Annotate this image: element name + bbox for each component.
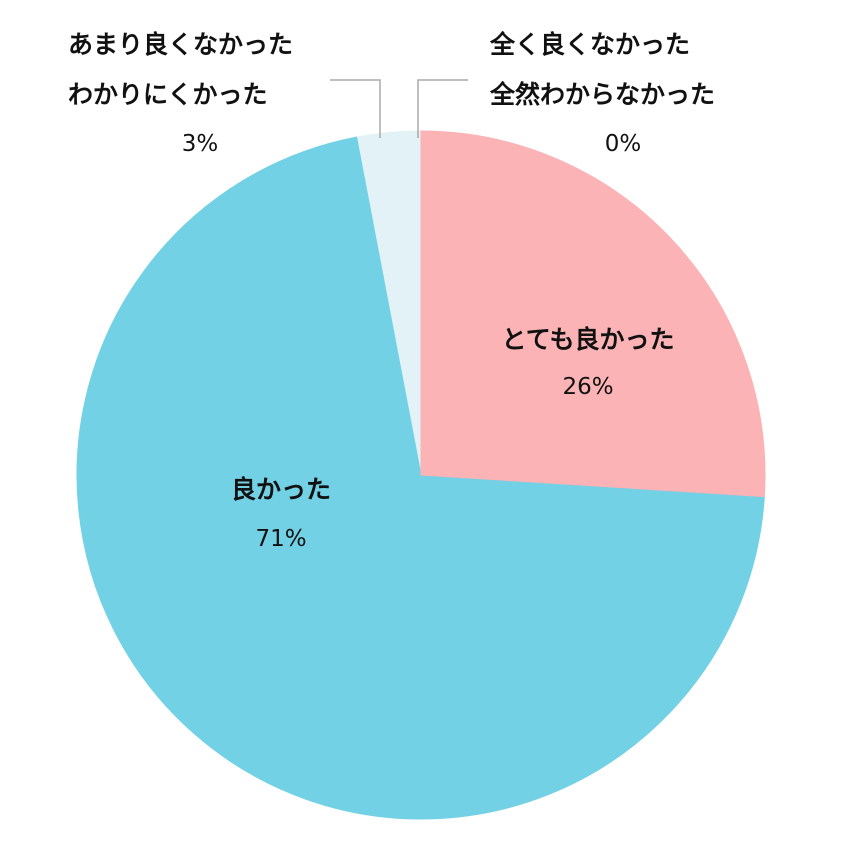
value-label: 0% <box>604 131 642 157</box>
value-label: 26% <box>562 374 614 400</box>
value-label: 3% <box>181 131 219 157</box>
slice-label: 良かった <box>230 475 332 504</box>
leader-line <box>330 79 381 138</box>
value-label: 71% <box>255 526 307 552</box>
slice-label: 全く良くなかった 全然わからなかった <box>490 30 716 109</box>
leader-line <box>417 79 468 138</box>
slice-label: あまり良くなかった わかりにくかった <box>68 30 294 109</box>
slice-label: とても良かった <box>501 325 675 354</box>
pie-slice <box>76 136 765 820</box>
pie-slice <box>420 130 766 498</box>
